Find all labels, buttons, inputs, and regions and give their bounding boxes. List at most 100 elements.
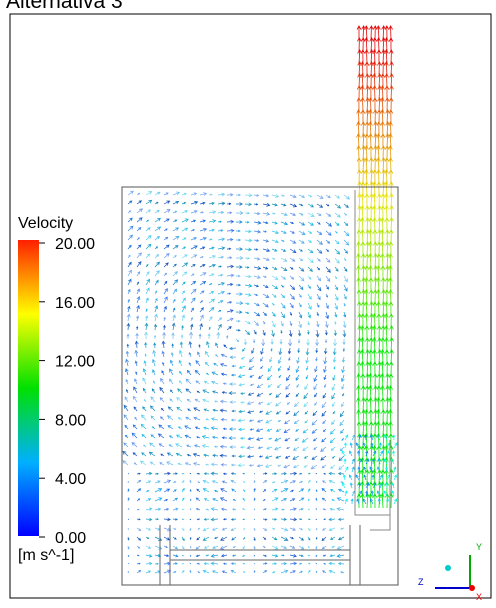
- vector: [189, 332, 192, 339]
- vector: [128, 279, 131, 285]
- vector: [365, 398, 369, 412]
- vector: [258, 447, 263, 449]
- vector: [254, 230, 260, 233]
- vector: [316, 321, 319, 327]
- vector: [377, 194, 381, 208]
- vector: [281, 321, 283, 326]
- vector: [324, 375, 326, 379]
- vector: [135, 361, 137, 366]
- vector: [257, 384, 263, 388]
- vector: [197, 352, 200, 357]
- vector: [154, 324, 157, 330]
- vector: [323, 509, 326, 510]
- vector: [339, 518, 344, 521]
- support: [160, 525, 360, 585]
- vector: [304, 393, 308, 399]
- vector: [173, 211, 177, 213]
- vector: [243, 519, 245, 520]
- vector: [290, 321, 292, 326]
- vector: [222, 528, 227, 530]
- vector: [224, 383, 227, 385]
- vector: [209, 239, 212, 240]
- vector: [227, 265, 233, 268]
- vector: [272, 321, 275, 327]
- vector: [143, 407, 146, 411]
- vector: [204, 427, 209, 429]
- vector: [155, 537, 162, 540]
- vector: [155, 546, 162, 549]
- vector: [128, 201, 132, 204]
- vector: [263, 203, 270, 206]
- vector: [272, 312, 275, 316]
- vector: [254, 481, 255, 483]
- vector: [365, 74, 369, 88]
- vector: [373, 110, 377, 124]
- vector: [173, 563, 177, 565]
- vector: [195, 427, 200, 429]
- vector: [205, 351, 209, 357]
- vector: [227, 257, 232, 259]
- vector: [286, 411, 290, 414]
- vector: [290, 312, 292, 315]
- vector: [200, 301, 202, 303]
- vector: [316, 519, 317, 520]
- vector: [182, 528, 184, 530]
- vector: [221, 537, 227, 540]
- vector: [182, 571, 184, 573]
- vector: [197, 437, 200, 439]
- vector: [293, 456, 299, 459]
- vector: [263, 240, 268, 243]
- vector: [349, 475, 352, 480]
- vector: [209, 194, 212, 195]
- vector: [173, 246, 178, 249]
- vector: [297, 357, 300, 363]
- vector: [218, 221, 221, 223]
- vector: [137, 193, 140, 195]
- vector: [164, 297, 167, 303]
- vector: [344, 195, 349, 199]
- vector: [326, 231, 331, 235]
- vector: [299, 555, 303, 557]
- vector: [245, 284, 252, 287]
- vector: [326, 303, 329, 308]
- vector: [333, 339, 336, 346]
- vector: [287, 402, 290, 404]
- vector: [185, 435, 191, 438]
- duct: [355, 190, 390, 530]
- vector: [164, 193, 168, 195]
- vector: [286, 456, 290, 458]
- vector: [128, 528, 129, 529]
- vector: [308, 563, 310, 564]
- vector: [230, 428, 236, 431]
- vector: [125, 397, 128, 402]
- vector: [323, 555, 326, 556]
- vector: [389, 182, 393, 196]
- vector: [209, 255, 215, 258]
- vector: [271, 330, 274, 336]
- vector: [308, 276, 311, 279]
- vector: [141, 415, 146, 420]
- vector: [317, 231, 322, 235]
- vector: [361, 374, 365, 388]
- vector: [350, 443, 352, 448]
- vector: [221, 363, 227, 366]
- vector: [266, 420, 272, 423]
- vector: [317, 195, 323, 198]
- vector: [306, 357, 309, 363]
- vector: [222, 481, 227, 483]
- vector: [197, 537, 200, 540]
- vector: [211, 463, 218, 466]
- vector: [144, 445, 146, 447]
- vector: [345, 435, 348, 440]
- vector: [299, 258, 303, 261]
- vector: [236, 194, 240, 196]
- vector: [128, 489, 129, 492]
- legend-unit: [m s^-1]: [18, 547, 74, 564]
- vector: [263, 563, 267, 565]
- vector: [317, 267, 320, 270]
- vector: [279, 348, 282, 354]
- vector: [365, 266, 369, 280]
- vector: [187, 399, 191, 402]
- vector: [272, 537, 277, 540]
- vector: [363, 499, 366, 504]
